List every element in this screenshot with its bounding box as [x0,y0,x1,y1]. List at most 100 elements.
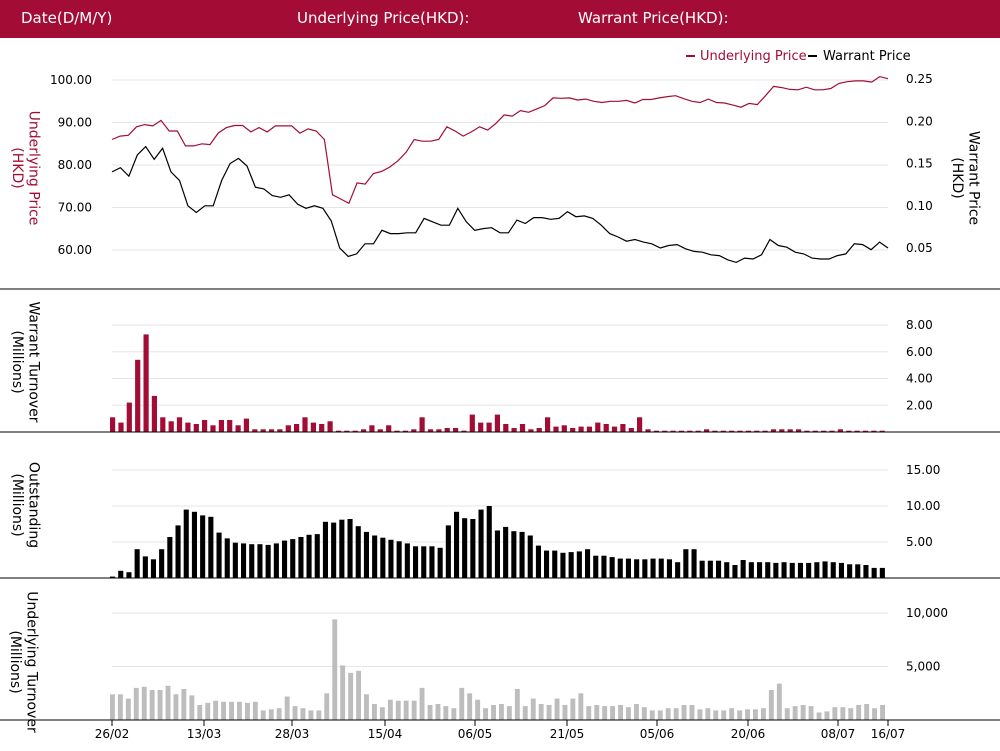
warrant-turnover-bar [762,430,768,432]
outstanding-bar [290,539,296,578]
underlying-turnover-bar [364,694,369,720]
warrant-turnover-bar [862,430,869,432]
warrant-turnover-bar [185,422,191,432]
underlying-turnover-bar [245,702,250,720]
xtick-label: 26/02 [95,727,130,741]
warrant-turnover-bar [302,417,308,432]
underlying-turnover-bar [467,693,473,721]
ytick-right-label: 0.15 [906,157,933,171]
outstanding-bar [167,537,173,578]
underlying-turnover-bar [546,705,552,720]
underlying-turnover-bar [268,709,274,720]
warrant-turnover-bar [411,429,417,432]
ylabel-underlying-turnover: Underlying Turnover(Millions) [7,591,40,733]
outstanding-bar [699,560,705,578]
warrant-turnover-bar [871,430,877,432]
warrant-turnover-bar [319,424,325,432]
warrant-turnover-bar [578,426,584,432]
underlying-turnover-bar [197,705,203,720]
header-bar: Date(D/M/Y) Underlying Price(HKD): Warra… [0,0,1000,38]
warrant-turnover-bar [478,422,484,432]
underlying-turnover-bar [538,704,544,720]
outstanding-bar [331,522,337,578]
underlying-turnover-bar [848,708,854,720]
underlying-turnover-bar [673,708,679,720]
warrant-turnover-bar [110,417,116,432]
underlying-turnover-bar [610,706,615,720]
warrant-turnover-bar [252,429,258,432]
outstanding-bar [257,544,263,578]
underlying-turnover-bar [459,687,465,720]
outstanding-bar [388,539,394,578]
outstanding-bar [208,516,214,578]
outstanding-bar [609,557,615,578]
outstanding-bar [585,549,591,578]
outstanding-bar [478,509,484,578]
outstanding-bar [781,562,787,578]
warrant-turnover-bar [787,429,793,432]
xtick-label: 05/06 [640,727,675,741]
warrant-turnover-bar [687,430,693,432]
underlying-turnover-bar [626,707,631,720]
underlying-turnover-bar [578,693,584,721]
underlying-turnover-bar [125,698,131,720]
outstanding-bar [486,506,492,578]
underlying-turnover-bar [594,705,600,720]
underlying-turnover-bar [586,706,592,720]
underlying-turnover-bar [372,704,377,720]
underlying-turnover-bar [284,696,290,720]
underlying-turnover-bar [776,683,782,720]
ytick-right-label: 8.00 [906,318,933,332]
underlying-turnover-bar [824,711,830,720]
underlying-turnover-bar [395,700,401,720]
ytick-left-label: 90.00 [58,116,92,130]
underlying-turnover-bar [229,701,234,720]
outstanding-bar [830,562,836,578]
outstanding-bar [142,556,148,578]
outstanding-bar [855,564,861,578]
warrant-turnover-bar [561,425,567,432]
warrant-turnover-bar [637,417,643,432]
outstanding-bar [134,549,140,578]
outstanding-bar [462,518,468,578]
underlying-turnover-bar [141,686,147,720]
outstanding-bar [126,572,132,578]
underlying-turnover-bar [411,700,417,720]
warrant-turnover-bar [126,402,132,432]
warrant-turnover-bar [344,430,350,432]
outstanding-bar [535,545,541,578]
outstanding-bar [355,526,361,578]
underlying-turnover-bar [110,694,115,720]
warrant-turnover-bar [461,430,467,432]
underlying-turnover-bar [768,690,774,720]
warrant-turnover-bar [386,425,392,432]
outstanding-bar [527,535,533,578]
underlying-turnover-bar [316,710,322,720]
warrant-turnover-bar [235,425,241,432]
underlying-turnover-bar [705,708,711,720]
underlying-turnover-bar [340,665,346,720]
warrant-turnover-bar [294,424,300,432]
underlying-turnover-bar [252,701,258,720]
outstanding-bar [363,531,369,578]
warrant-turnover-bar [662,430,668,432]
outstanding-bar [634,559,640,578]
underlying-turnover-bar [133,687,139,720]
warrant-turnover-bar [854,430,860,432]
outstanding-bar [224,538,230,578]
outstanding-bar [519,531,525,578]
outstanding-bar [437,547,443,578]
outstanding-bar [691,549,697,578]
underlying-turnover-bar [697,709,703,720]
underlying-price-label: Underlying Price(HKD): [297,9,470,27]
underlying-turnover-bar [729,708,735,720]
underlying-turnover-bar [117,694,123,720]
outstanding-bar [732,565,738,578]
outstanding-bar [396,541,402,578]
warrant-turnover-bar [570,428,576,432]
warrant-turnover-bar [352,430,358,432]
outstanding-bar [879,567,885,578]
warrant-turnover-bar [193,424,199,432]
warrant-turnover-bar [160,417,166,432]
warrant-turnover-bar [394,430,400,432]
